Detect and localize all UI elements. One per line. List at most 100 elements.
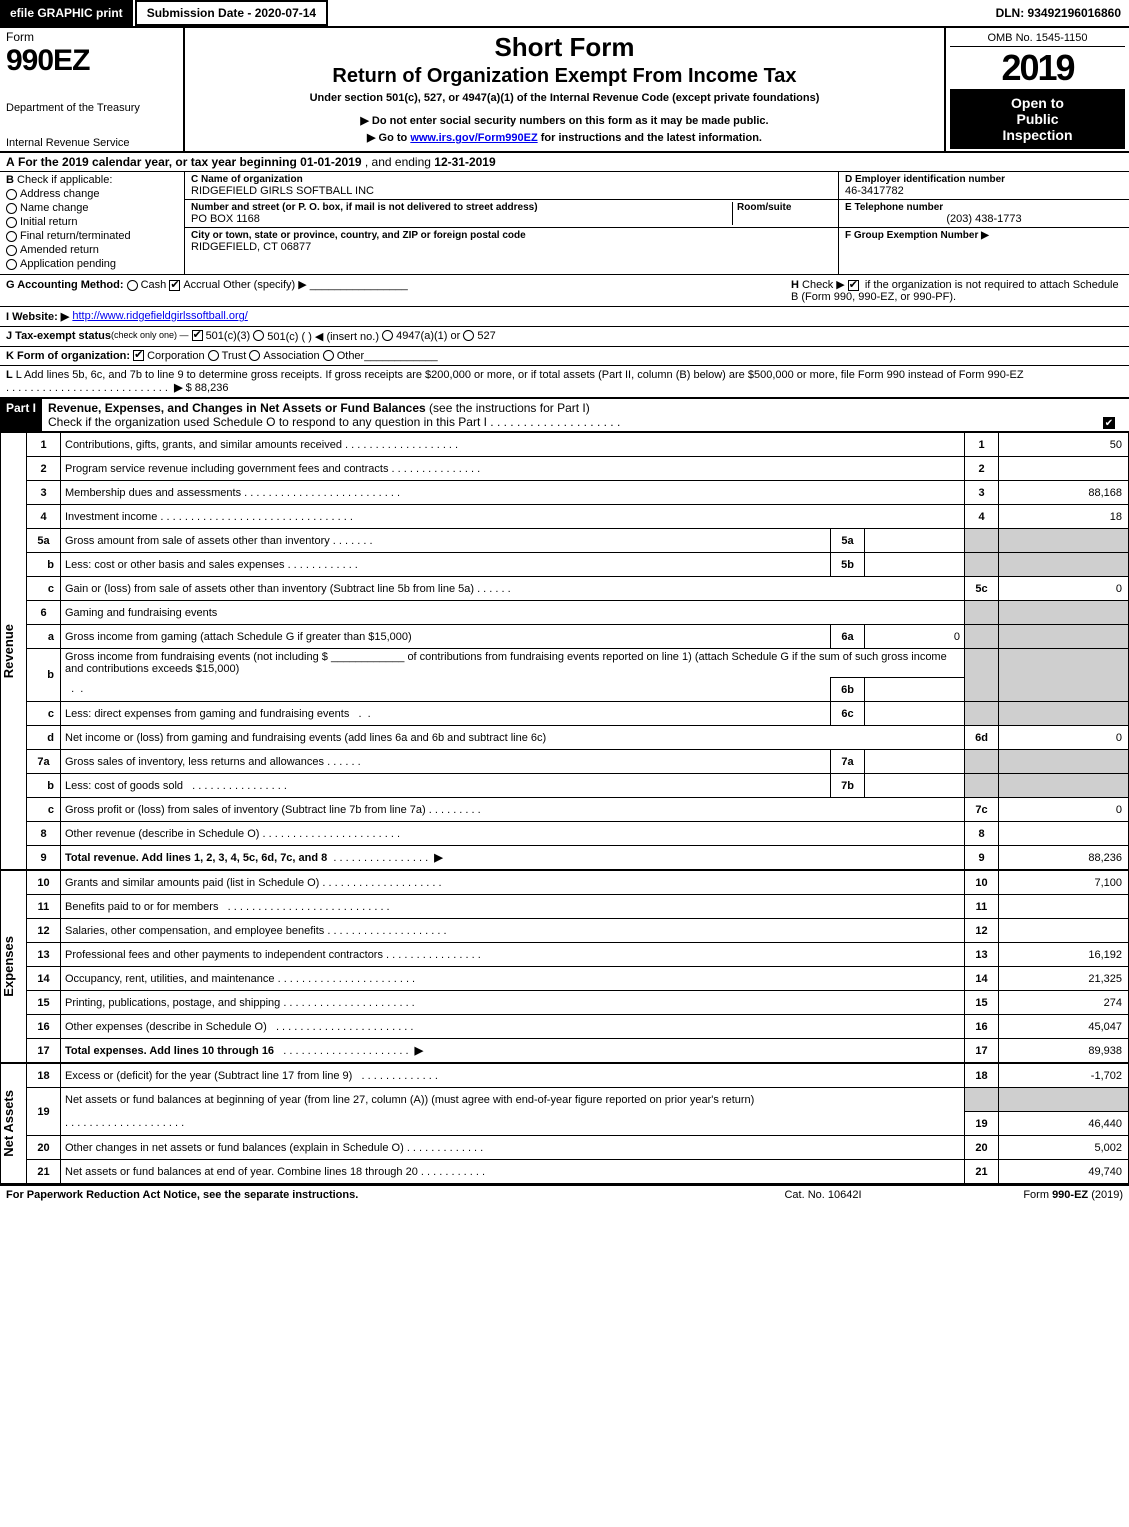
phone-value: (203) 438-1773: [845, 213, 1123, 225]
revenue-tab: Revenue: [1, 624, 26, 678]
org-name-label: C Name of organization: [191, 174, 832, 185]
street-label: Number and street (or P. O. box, if mail…: [191, 202, 732, 213]
expenses-tab: Expenses: [1, 936, 26, 997]
website-link[interactable]: http://www.ridgefieldgirlssoftball.org/: [72, 310, 247, 323]
row-j-tax-exempt: J Tax-exempt status (check only one) — 5…: [0, 327, 1129, 347]
city-label: City or town, state or province, country…: [191, 230, 832, 241]
line-6c: cLess: direct expenses from gaming and f…: [27, 702, 1129, 726]
submission-date-label: Submission Date - 2020-07-14: [135, 0, 328, 26]
line-7a: 7aGross sales of inventory, less returns…: [27, 750, 1129, 774]
section-def: D Employer identification number 46-3417…: [839, 172, 1129, 274]
line-5c: cGain or (loss) from sale of assets othe…: [27, 577, 1129, 601]
room-suite-label: Room/suite: [737, 202, 832, 213]
form-title: Short Form: [193, 32, 936, 63]
line-8: 8Other revenue (describe in Schedule O) …: [27, 822, 1129, 846]
radio-527[interactable]: [463, 330, 474, 341]
line-9: 9Total revenue. Add lines 1, 2, 3, 4, 5c…: [27, 846, 1129, 870]
chk-initial-return[interactable]: Initial return: [6, 216, 178, 228]
line-4: 4Investment income . . . . . . . . . . .…: [27, 505, 1129, 529]
line-20: 20Other changes in net assets or fund ba…: [27, 1136, 1129, 1160]
part1-header: Part I Revenue, Expenses, and Changes in…: [0, 398, 1129, 432]
line-15: 15Printing, publications, postage, and s…: [27, 991, 1129, 1015]
form-header: Form 990EZ Department of the Treasury In…: [0, 28, 1129, 153]
header-right: OMB No. 1545-1150 2019 Open to Public In…: [944, 28, 1129, 151]
radio-cash[interactable]: [127, 280, 138, 291]
entity-block: B Check if applicable: Address change Na…: [0, 172, 1129, 275]
line-7b: bLess: cost of goods sold . . . . . . . …: [27, 774, 1129, 798]
efile-print-button[interactable]: efile GRAPHIC print: [0, 0, 135, 26]
dept-treasury: Department of the Treasury: [6, 102, 177, 114]
under-section: Under section 501(c), 527, or 4947(a)(1)…: [193, 92, 936, 104]
line-6: 6Gaming and fundraising events: [27, 601, 1129, 625]
section-c: C Name of organization RIDGEFIELD GIRLS …: [185, 172, 839, 274]
open-to-public: Open to Public Inspection: [950, 89, 1125, 149]
instructions-link[interactable]: www.irs.gov/Form990EZ: [410, 132, 537, 144]
form-number: 990EZ: [6, 44, 177, 78]
part1-schedule-o-check[interactable]: ✔: [1103, 417, 1115, 429]
expenses-table: 10Grants and similar amounts paid (list …: [26, 870, 1129, 1063]
row-g-h: G Accounting Method: Cash Accrual Other …: [0, 275, 1129, 307]
line-2: 2Program service revenue including gover…: [27, 457, 1129, 481]
page-footer: For Paperwork Reduction Act Notice, see …: [0, 1184, 1129, 1204]
line-5b: bLess: cost or other basis and sales exp…: [27, 553, 1129, 577]
line-19: 19Net assets or fund balances at beginni…: [27, 1088, 1129, 1112]
paperwork-notice: For Paperwork Reduction Act Notice, see …: [6, 1189, 723, 1201]
net-assets-tab: Net Assets: [1, 1090, 26, 1157]
ein-label: D Employer identification number: [845, 174, 1123, 185]
line-11: 11Benefits paid to or for members . . . …: [27, 895, 1129, 919]
part1-label: Part I: [0, 399, 42, 431]
radio-other-org[interactable]: [323, 350, 334, 361]
catalog-number: Cat. No. 10642I: [723, 1189, 923, 1201]
form-word: Form: [6, 30, 177, 44]
revenue-table: 1Contributions, gifts, grants, and simil…: [26, 432, 1129, 870]
city-value: RIDGEFIELD, CT 06877: [191, 241, 832, 253]
line-14: 14Occupancy, rent, utilities, and mainte…: [27, 967, 1129, 991]
line-16: 16Other expenses (describe in Schedule O…: [27, 1015, 1129, 1039]
dept-irs: Internal Revenue Service: [6, 137, 177, 149]
line-13: 13Professional fees and other payments t…: [27, 943, 1129, 967]
chk-accrual[interactable]: [169, 280, 180, 291]
ein-value: 46-3417782: [845, 185, 1123, 197]
chk-corporation[interactable]: [133, 350, 144, 361]
expenses-section: Expenses 10Grants and similar amounts pa…: [0, 870, 1129, 1063]
chk-501c3[interactable]: [192, 330, 203, 341]
top-bar: efile GRAPHIC print Submission Date - 20…: [0, 0, 1129, 28]
row-l-gross-receipts: L L Add lines 5b, 6c, and 7b to line 9 t…: [0, 366, 1129, 398]
line-1: 1Contributions, gifts, grants, and simil…: [27, 433, 1129, 457]
chk-application-pending[interactable]: Application pending: [6, 258, 178, 270]
form-subtitle: Return of Organization Exempt From Incom…: [193, 65, 936, 88]
chk-schedule-b[interactable]: [848, 280, 859, 291]
dln-label: DLN: 93492196016860: [988, 2, 1129, 24]
net-assets-section: Net Assets 18Excess or (deficit) for the…: [0, 1063, 1129, 1184]
line-12: 12Salaries, other compensation, and empl…: [27, 919, 1129, 943]
header-left: Form 990EZ Department of the Treasury In…: [0, 28, 185, 151]
section-b: B Check if applicable: Address change Na…: [0, 172, 185, 274]
radio-501c[interactable]: [253, 330, 264, 341]
tax-year: 2019: [950, 47, 1125, 89]
revenue-section: Revenue 1Contributions, gifts, grants, a…: [0, 432, 1129, 870]
phone-label: E Telephone number: [845, 202, 1123, 213]
chk-final-return[interactable]: Final return/terminated: [6, 230, 178, 242]
net-assets-table: 18Excess or (deficit) for the year (Subt…: [26, 1063, 1129, 1184]
line-3: 3Membership dues and assessments . . . .…: [27, 481, 1129, 505]
form-page-label: Form 990-EZ (2019): [923, 1189, 1123, 1201]
row-i-website: I Website: ▶ http://www.ridgefieldgirlss…: [0, 307, 1129, 327]
radio-association[interactable]: [249, 350, 260, 361]
radio-trust[interactable]: [208, 350, 219, 361]
chk-name-change[interactable]: Name change: [6, 202, 178, 214]
header-center: Short Form Return of Organization Exempt…: [185, 28, 944, 151]
row-a-tax-year: A For the 2019 calendar year, or tax yea…: [0, 153, 1129, 172]
line-18: 18Excess or (deficit) for the year (Subt…: [27, 1064, 1129, 1088]
line-6d: dNet income or (loss) from gaming and fu…: [27, 726, 1129, 750]
line-17: 17Total expenses. Add lines 10 through 1…: [27, 1039, 1129, 1063]
line-6a: aGross income from gaming (attach Schedu…: [27, 625, 1129, 649]
line-6b: bGross income from fundraising events (n…: [27, 649, 1129, 678]
row-k-form-org: K Form of organization: Corporation Trus…: [0, 347, 1129, 366]
radio-4947[interactable]: [382, 330, 393, 341]
chk-amended-return[interactable]: Amended return: [6, 244, 178, 256]
goto-instructions: ▶ Go to www.irs.gov/Form990EZ for instru…: [193, 131, 936, 144]
group-exemption-label: F Group Exemption Number ▶: [845, 230, 1123, 241]
omb-number: OMB No. 1545-1150: [950, 30, 1125, 47]
chk-address-change[interactable]: Address change: [6, 188, 178, 200]
line-5a: 5aGross amount from sale of assets other…: [27, 529, 1129, 553]
